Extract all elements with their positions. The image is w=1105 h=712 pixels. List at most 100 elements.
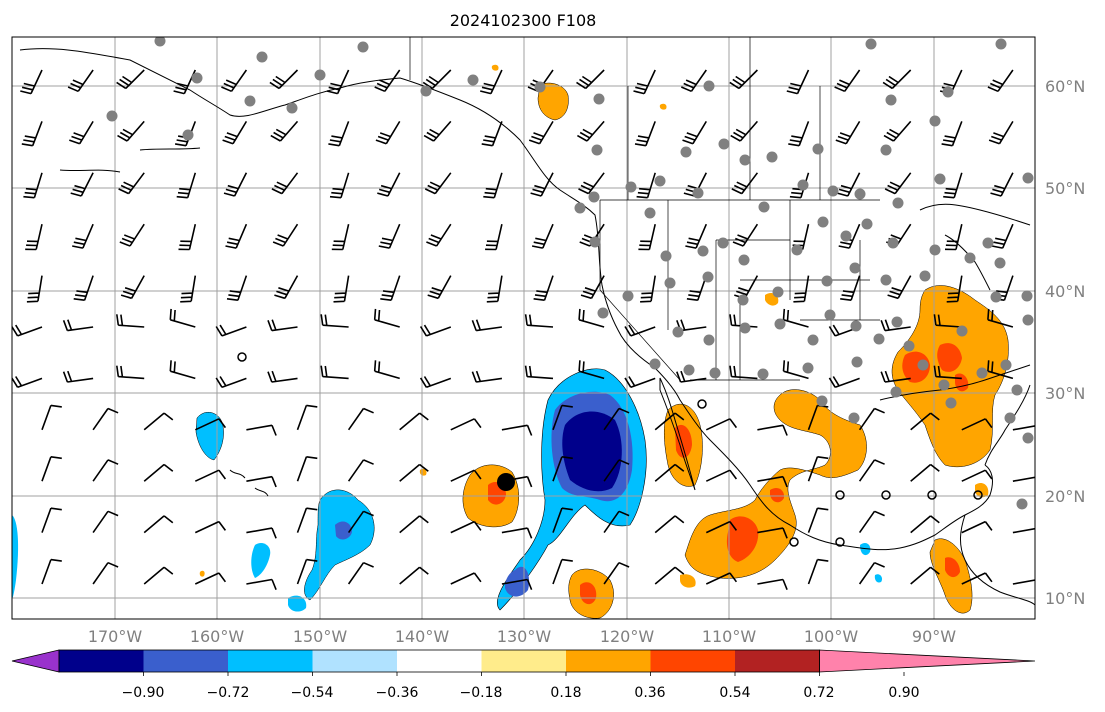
- colorbar-segment: [59, 650, 144, 672]
- lat-label-40n: 40°N: [1045, 282, 1085, 301]
- station-dot: [890, 386, 902, 398]
- wind-barb: [118, 172, 145, 195]
- wind-barb: [116, 69, 145, 90]
- wind-barb: [782, 308, 809, 328]
- map-frame: [11, 36, 1036, 620]
- wind-barbs: [12, 69, 1035, 590]
- station-dot: [286, 102, 298, 114]
- station-dot: [850, 320, 862, 332]
- station-dot: [683, 364, 695, 376]
- wind-barb: [705, 520, 738, 534]
- wind-barb: [25, 224, 43, 251]
- wind-barb: [987, 69, 1014, 93]
- figure-title: 2024102300 F108: [450, 11, 597, 30]
- wind-barb: [116, 314, 145, 328]
- wind-barb: [119, 223, 145, 247]
- wind-barb: [347, 459, 374, 482]
- wind-barb: [480, 69, 503, 95]
- lon-label-150w: 150°W: [293, 627, 348, 646]
- wind-barb: [450, 572, 482, 585]
- station-dot: [892, 197, 904, 209]
- wind-barb: [910, 412, 940, 431]
- wind-barb: [267, 319, 298, 332]
- wind-barb: [577, 120, 605, 142]
- colorbar-label: −0.90: [122, 685, 165, 701]
- wind-barb: [552, 507, 573, 533]
- state-borders: [409, 37, 880, 381]
- station-dot: [737, 294, 749, 306]
- colorbar-label: −0.72: [207, 685, 250, 701]
- wind-barb: [70, 172, 94, 197]
- station-dot: [956, 325, 968, 337]
- wind-barb: [375, 120, 401, 145]
- wind-barb: [882, 69, 912, 90]
- wind-barb: [961, 572, 993, 585]
- station-dot: [758, 201, 770, 213]
- wind-barb: [270, 120, 299, 142]
- wind-barb: [1012, 425, 1035, 431]
- wind-barb: [12, 324, 43, 337]
- station-dot: [593, 93, 605, 105]
- station-dot: [420, 85, 432, 97]
- wind-barb: [654, 515, 685, 534]
- wind-barb: [838, 223, 861, 249]
- station-dots: [106, 37, 1034, 510]
- wind-barb: [858, 459, 885, 482]
- wind-barb: [527, 69, 554, 93]
- wind-barb: [987, 360, 1014, 380]
- wind-barb: [991, 223, 1014, 249]
- wind-barb: [320, 314, 349, 328]
- wind-barb: [633, 69, 656, 95]
- station-dot: [791, 244, 803, 256]
- wind-barb: [41, 507, 62, 533]
- wind-barb: [73, 275, 94, 301]
- wind-barb: [267, 370, 298, 383]
- station-dot: [861, 218, 873, 230]
- wind-barb: [347, 510, 374, 534]
- wind-barb: [274, 275, 299, 300]
- station-dot: [625, 181, 637, 193]
- wind-barb: [624, 376, 656, 389]
- wind-barb: [654, 463, 685, 482]
- station-dot: [256, 51, 268, 63]
- station-dot: [1022, 172, 1034, 184]
- wind-barb: [884, 172, 912, 195]
- station-dot: [182, 129, 194, 141]
- wind-barb: [424, 172, 452, 195]
- wind-barb: [328, 121, 350, 147]
- wind-barb: [705, 572, 738, 585]
- station-dot: [812, 143, 824, 155]
- wind-barb: [1012, 527, 1035, 534]
- wind-barb: [246, 475, 277, 488]
- wind-barb: [961, 418, 993, 431]
- colorbar-label: −0.54: [291, 685, 334, 701]
- wind-barb: [603, 407, 630, 431]
- wind-barb: [501, 424, 533, 436]
- station-dot: [917, 359, 929, 371]
- wind-barb: [173, 69, 197, 95]
- wind-barb: [552, 404, 573, 431]
- station-dot: [757, 368, 769, 380]
- wind-barb: [117, 120, 145, 142]
- colorbar-label: 0.54: [719, 685, 750, 701]
- wind-barb: [419, 376, 452, 389]
- wind-barb: [450, 418, 482, 431]
- colorbar-ticks: [143, 672, 905, 676]
- wind-barb: [579, 223, 605, 247]
- wind-barb: [682, 120, 707, 145]
- wind-barb: [636, 172, 656, 199]
- station-dot: [938, 379, 950, 391]
- wind-barb: [603, 510, 630, 534]
- wind-barb: [143, 515, 174, 534]
- colorbar-segment: [566, 650, 651, 672]
- wind-barb: [333, 275, 350, 303]
- wind-barb: [399, 412, 429, 431]
- wind-barb: [946, 275, 963, 303]
- colorbar-extend-low: [11, 649, 60, 673]
- wind-barb: [836, 172, 861, 197]
- station-dot: [827, 185, 839, 197]
- wind-barb: [194, 572, 227, 585]
- wind-barb: [732, 223, 759, 247]
- wind-barb: [807, 558, 829, 585]
- wind-barb: [246, 424, 277, 436]
